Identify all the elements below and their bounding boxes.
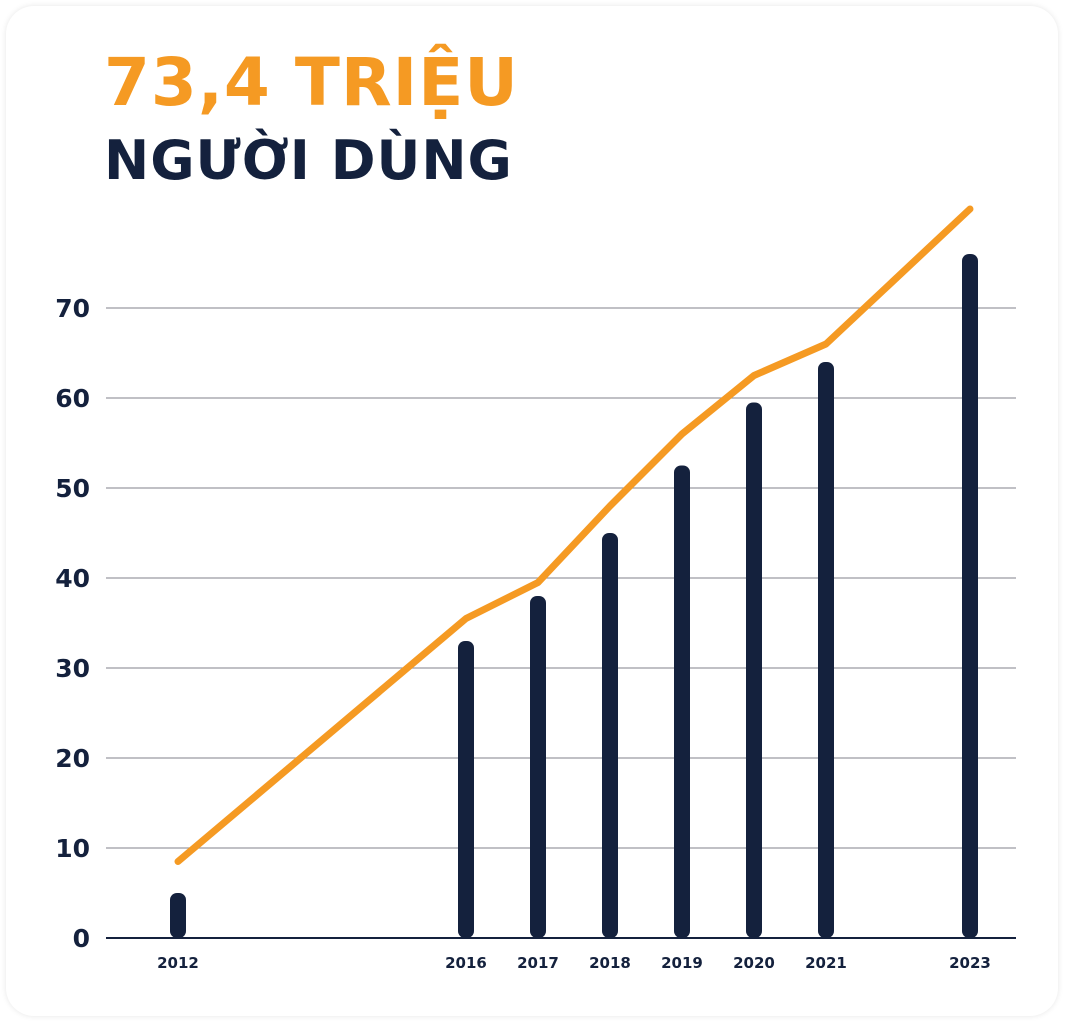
bar	[818, 362, 834, 938]
x-tick-label: 2023	[949, 954, 991, 972]
y-tick-label: 70	[55, 294, 90, 323]
y-tick-label: 40	[55, 564, 90, 593]
bar-series	[170, 254, 978, 938]
x-tick-label: 2021	[805, 954, 847, 972]
gridlines	[106, 307, 1016, 849]
x-tick-label: 2012	[157, 954, 199, 972]
headline-label: NGƯỜI DÙNG	[104, 129, 513, 192]
bar	[170, 893, 186, 938]
y-tick-label: 30	[55, 654, 90, 683]
headline-value: 73,4 TRIỆU	[104, 44, 519, 121]
x-tick-label: 2018	[589, 954, 631, 972]
x-tick-label: 2020	[733, 954, 775, 972]
x-axis-ticks: 2012 2016 2017 2018 2019 2020 2021 2023	[157, 954, 991, 972]
bar	[602, 533, 618, 938]
y-tick-label: 10	[55, 834, 90, 863]
bar	[458, 641, 474, 938]
bar	[674, 465, 690, 938]
bar	[530, 596, 546, 938]
x-tick-label: 2019	[661, 954, 703, 972]
line-series	[174, 205, 974, 865]
y-tick-label: 60	[55, 384, 90, 413]
y-axis-ticks: 0 10 20 30 40 50 60 70	[55, 294, 90, 953]
trend-line	[174, 205, 974, 865]
bar	[962, 254, 978, 938]
y-tick-label: 50	[55, 474, 90, 503]
bar	[746, 402, 762, 938]
x-tick-label: 2016	[445, 954, 487, 972]
y-tick-label: 0	[73, 924, 90, 953]
x-tick-label: 2017	[517, 954, 559, 972]
y-tick-label: 20	[55, 744, 90, 773]
